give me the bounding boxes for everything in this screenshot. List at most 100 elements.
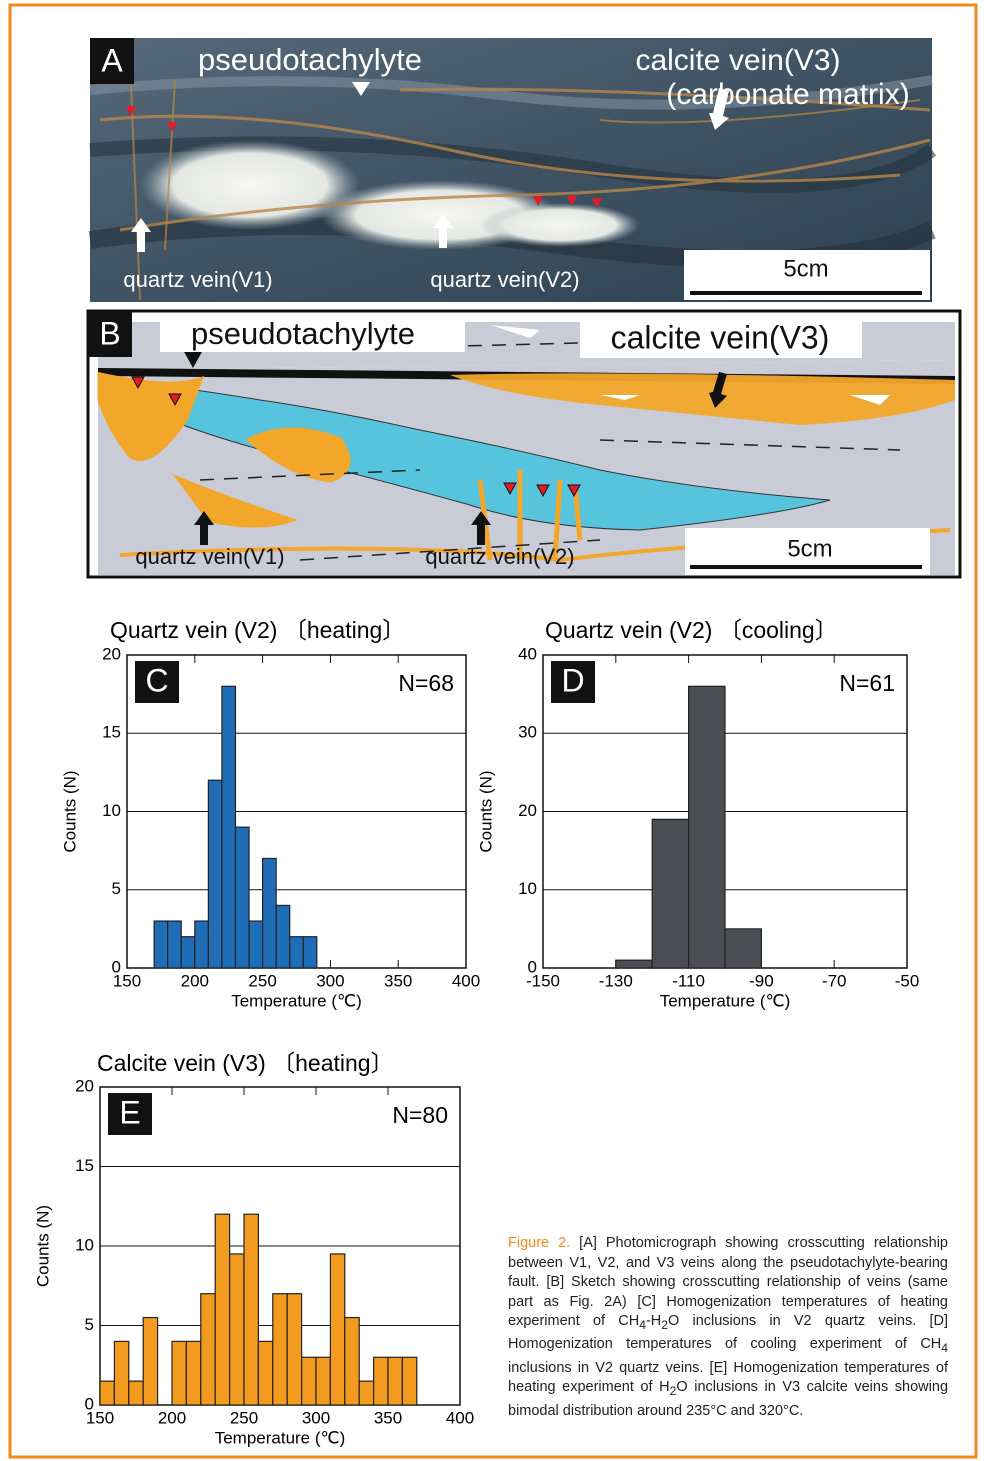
sketch-label: quartz vein(V2)	[425, 544, 574, 569]
bar	[244, 1214, 258, 1405]
bar	[208, 780, 222, 968]
bar	[290, 937, 304, 968]
bar	[143, 1318, 157, 1405]
x-tick-label: 250	[248, 971, 276, 990]
x-axis-label: Temperature (℃)	[660, 991, 791, 1010]
x-tick-label: 400	[452, 971, 480, 990]
bar	[222, 686, 236, 968]
chart-title: Quartz vein (V2) 〔heating〕	[110, 617, 405, 643]
caption-text: -H	[646, 1313, 661, 1329]
chart-title: Calcite vein (V3) 〔heating〕	[97, 1050, 394, 1076]
x-tick-label: -110	[672, 971, 705, 990]
x-axis-label: Temperature (℃)	[215, 1428, 346, 1447]
bar	[345, 1318, 359, 1405]
bar	[302, 1357, 316, 1405]
photo-label: (carbonate matrix)	[666, 78, 909, 111]
bar	[287, 1294, 301, 1405]
annotation: N=61	[839, 670, 895, 696]
caption: Figure 2. [A] Photomicrograph showing cr…	[508, 1234, 948, 1421]
subscript: 2	[661, 1318, 668, 1332]
bar	[181, 937, 195, 968]
bar	[215, 1214, 229, 1405]
bar	[201, 1294, 215, 1405]
x-tick-label: -150	[526, 971, 560, 990]
x-tick-label: 400	[446, 1408, 474, 1427]
y-tick-label: 5	[112, 879, 121, 898]
x-axis-label: Temperature (℃)	[231, 991, 362, 1010]
x-tick-label: 150	[113, 971, 141, 990]
y-tick-label: 15	[102, 723, 121, 742]
y-axis-label: Counts (N)	[60, 770, 79, 852]
bar	[235, 827, 249, 968]
sketch-label: quartz vein(V1)	[135, 544, 284, 569]
bar	[689, 686, 725, 968]
panel-label: E	[119, 1094, 140, 1130]
caption-label: Figure 2.	[508, 1235, 570, 1251]
x-tick-label: -70	[822, 971, 847, 990]
x-tick-label: 300	[302, 1408, 330, 1427]
y-tick-label: 30	[518, 723, 537, 742]
x-tick-label: -130	[599, 971, 633, 990]
panel-label: A	[101, 42, 123, 78]
sketch-label: pseudotachylyte	[191, 316, 415, 351]
bar	[388, 1357, 402, 1405]
y-tick-label: 10	[75, 1235, 94, 1254]
bar	[114, 1341, 128, 1405]
y-tick-label: 20	[518, 801, 537, 820]
y-tick-label: 20	[75, 1076, 94, 1095]
x-tick-label: -50	[895, 971, 920, 990]
bar	[273, 1294, 287, 1405]
photo-label: quartz vein(V1)	[123, 267, 272, 292]
bar	[172, 1341, 186, 1405]
subscript: 4	[639, 1318, 646, 1332]
bar	[330, 1254, 344, 1405]
bar	[154, 921, 168, 968]
panel-label: B	[99, 315, 120, 351]
y-axis-label: Counts (N)	[476, 770, 495, 852]
bar	[402, 1357, 416, 1405]
bar	[374, 1357, 388, 1405]
y-tick-label: 10	[102, 801, 121, 820]
bar	[249, 921, 263, 968]
y-tick-label: 40	[518, 644, 537, 663]
subscript: 4	[941, 1341, 948, 1355]
x-tick-label: 200	[181, 971, 209, 990]
y-tick-label: 10	[518, 879, 537, 898]
bar	[616, 960, 652, 968]
bar	[652, 819, 688, 968]
bar	[359, 1381, 373, 1405]
annotation: N=80	[392, 1102, 448, 1128]
bar	[316, 1357, 330, 1405]
x-tick-label: 250	[230, 1408, 258, 1427]
bar	[195, 921, 209, 968]
x-tick-label: -90	[749, 971, 774, 990]
photo-label: pseudotachylyte	[198, 42, 422, 77]
photo-label: calcite vein(V3)	[635, 44, 840, 77]
sketch-label: calcite vein(V3)	[611, 319, 830, 355]
photo-label: quartz vein(V2)	[430, 267, 579, 292]
bar	[129, 1381, 143, 1405]
y-tick-label: 5	[85, 1315, 94, 1334]
y-tick-label: 20	[102, 644, 121, 663]
y-axis-label: Counts (N)	[33, 1205, 52, 1287]
bar	[263, 858, 277, 968]
panel-label: D	[561, 662, 584, 698]
bar	[186, 1341, 200, 1405]
y-tick-label: 15	[75, 1156, 94, 1175]
annotation: N=68	[398, 670, 454, 696]
scale-label: 5cm	[787, 535, 832, 562]
x-tick-label: 200	[158, 1408, 186, 1427]
bar	[230, 1254, 244, 1405]
chart-title: Quartz vein (V2) 〔cooling〕	[545, 617, 838, 643]
x-tick-label: 300	[316, 971, 344, 990]
x-tick-label: 350	[384, 971, 412, 990]
bar	[276, 905, 290, 968]
x-tick-label: 150	[86, 1408, 114, 1427]
scale-label: 5cm	[783, 255, 828, 282]
page: A pseudotachylyte calcite vein(V3) (carb…	[0, 0, 984, 1461]
x-tick-label: 350	[374, 1408, 402, 1427]
bar	[100, 1381, 114, 1405]
bar	[303, 937, 317, 968]
bar	[725, 929, 761, 968]
bar	[168, 921, 182, 968]
